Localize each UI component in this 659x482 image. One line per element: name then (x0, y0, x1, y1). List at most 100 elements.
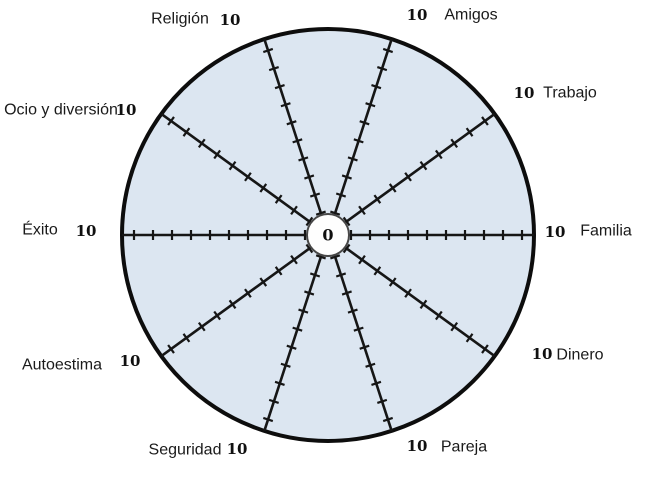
tick-mark (274, 266, 283, 276)
spoke-max-label-0: 10 (545, 223, 566, 241)
tick-mark (376, 398, 388, 405)
tick-mark (274, 194, 283, 204)
tick-mark (347, 308, 358, 314)
tick-mark (309, 192, 321, 198)
tick-mark (197, 322, 206, 332)
spoke-name-label-1: Trabajo (543, 85, 597, 102)
tick-mark (371, 84, 382, 90)
spoke-name-label-8: Pareja (441, 439, 487, 456)
tick-mark (342, 216, 351, 227)
tick-mark (298, 308, 309, 314)
spoke-max-label-6: 10 (120, 352, 141, 370)
tick-mark (304, 290, 315, 296)
tick-mark (419, 299, 428, 310)
tick-mark (481, 116, 489, 126)
tick-mark (244, 172, 252, 182)
spoke-max-label-2: 10 (407, 6, 428, 24)
spoke-name-label-0: Familia (580, 223, 632, 240)
tick-mark (342, 243, 351, 254)
tick-mark (315, 210, 326, 216)
tick-mark (228, 299, 237, 310)
tick-mark (376, 65, 388, 72)
tick-mark (298, 156, 309, 162)
tick-mark (268, 398, 280, 405)
tick-mark (465, 127, 474, 137)
tick-mark (182, 333, 191, 343)
tick-mark (481, 344, 489, 354)
spoke-name-label-4: Ocio y diversión (4, 102, 118, 119)
tick-mark (388, 277, 397, 287)
tick-mark (259, 277, 268, 287)
tick-mark (330, 210, 341, 216)
tick-mark (365, 362, 376, 368)
spoke-max-label-5: 10 (76, 222, 97, 240)
tick-mark (167, 116, 175, 126)
center-value-label: 0 (322, 226, 333, 245)
tick-mark (228, 160, 237, 171)
tick-mark (358, 254, 366, 265)
tick-mark (353, 138, 364, 144)
tick-mark (419, 160, 428, 171)
tick-mark (382, 47, 394, 54)
tick-mark (197, 138, 206, 148)
tick-mark (371, 380, 382, 386)
tick-mark (404, 172, 412, 182)
tick-mark (347, 156, 358, 162)
tick-mark (286, 120, 297, 126)
spoke-max-label-9: 10 (532, 345, 553, 363)
tick-mark (359, 120, 370, 126)
tick-mark (286, 344, 297, 350)
tick-mark (435, 149, 443, 160)
tick-mark (450, 138, 459, 148)
tick-mark (465, 333, 474, 343)
tick-mark (358, 205, 366, 216)
spoke-name-label-7: Seguridad (149, 442, 222, 459)
tick-mark (330, 254, 341, 260)
tick-mark (213, 310, 221, 321)
tick-mark (315, 254, 326, 260)
spoke-name-label-3: Religión (151, 11, 209, 28)
tick-mark (373, 266, 382, 276)
tick-mark (182, 127, 191, 137)
tick-mark (292, 326, 303, 332)
tick-mark (435, 310, 443, 321)
spoke-max-label-3: 10 (220, 11, 241, 29)
tick-mark (341, 290, 352, 296)
tick-mark (259, 183, 268, 193)
spoke-max-label-8: 10 (407, 437, 428, 455)
spoke-max-label-1: 10 (514, 84, 535, 102)
tick-mark (244, 288, 252, 298)
spoke-name-label-6: Autoestima (22, 357, 102, 374)
tick-mark (280, 102, 291, 108)
spoke-name-label-9: Dinero (556, 347, 603, 364)
tick-mark (262, 416, 274, 423)
tick-mark (353, 326, 364, 332)
spoke-name-label-5: Éxito (22, 220, 58, 239)
tick-mark (365, 102, 376, 108)
tick-mark (268, 65, 280, 72)
tick-mark (274, 380, 285, 386)
tick-mark (290, 205, 298, 216)
spoke-name-label-2: Amigos (444, 7, 497, 24)
tick-mark (382, 416, 394, 423)
tick-mark (280, 362, 291, 368)
tick-mark (304, 174, 315, 180)
tick-mark (450, 322, 459, 332)
tick-mark (305, 216, 314, 227)
tick-mark (292, 138, 303, 144)
tick-mark (373, 194, 382, 204)
tick-mark (290, 254, 298, 265)
tick-mark (335, 272, 347, 278)
tick-mark (341, 174, 352, 180)
tick-mark (359, 344, 370, 350)
tick-mark (335, 192, 347, 198)
tick-mark (388, 183, 397, 193)
tick-mark (262, 47, 274, 54)
tick-mark (404, 288, 412, 298)
spoke-max-label-7: 10 (227, 440, 248, 458)
hub-circle (306, 213, 350, 257)
tick-mark (305, 243, 314, 254)
tick-mark (167, 344, 175, 354)
